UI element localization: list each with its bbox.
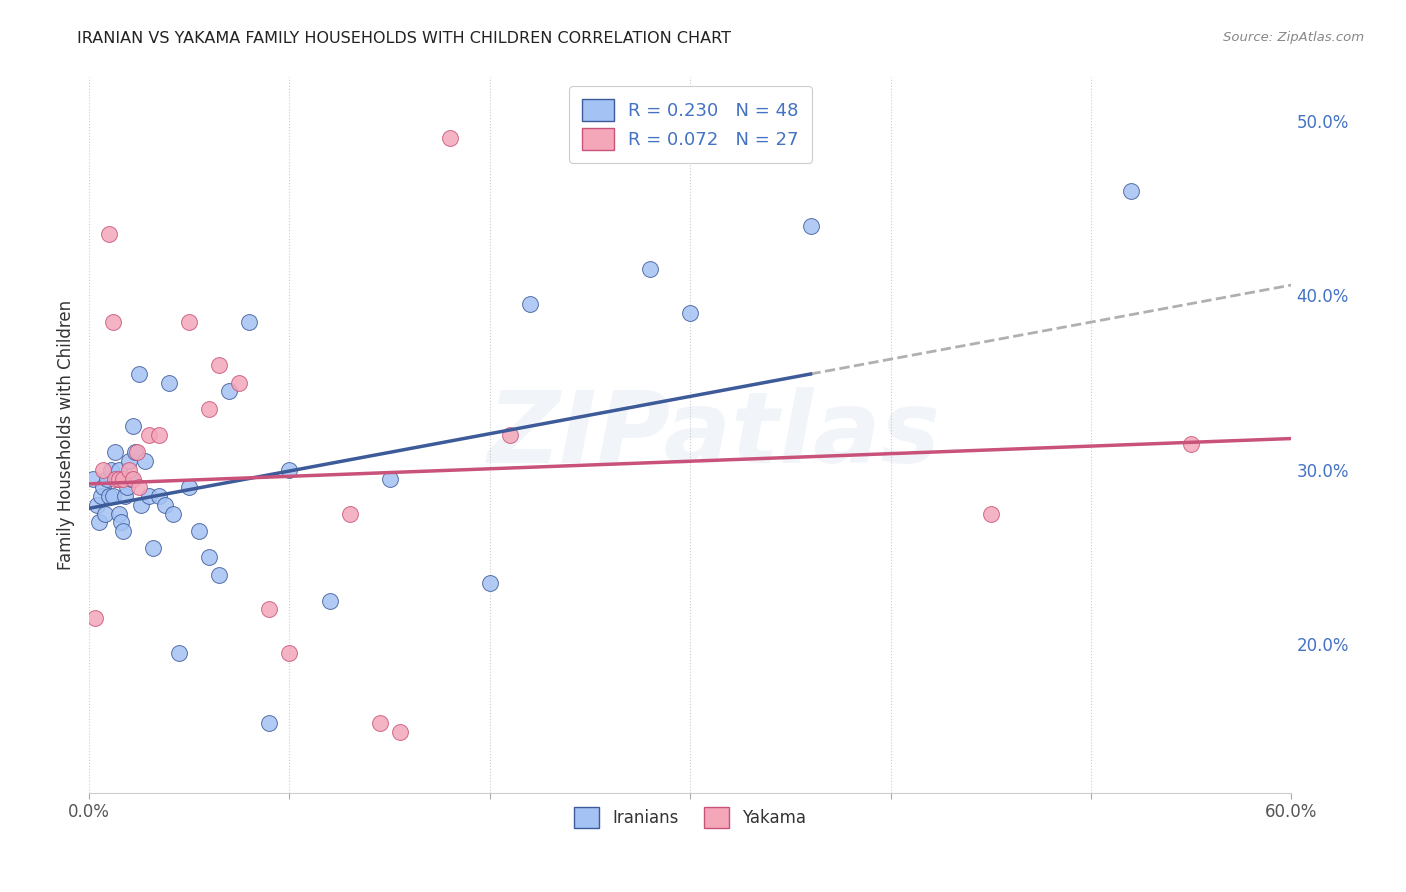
Point [105,472,128,486]
Point [128,367,150,381]
Point [108,507,131,521]
Point [91,463,114,477]
Point [179,480,201,494]
Text: ZIPatlas: ZIPatlas [488,386,941,483]
Point [378,472,401,486]
Point [218,384,240,399]
Point [128,480,150,494]
Point [104,472,127,486]
Point [110,516,132,530]
Point [388,724,411,739]
Point [188,524,211,538]
Point [82,472,104,486]
Point [1180,436,1202,450]
Legend: Iranians, Yakama: Iranians, Yakama [568,801,813,834]
Point [122,472,145,486]
Point [157,376,180,390]
Point [127,445,149,459]
Point [138,428,160,442]
Point [115,480,138,494]
Point [799,219,821,233]
Point [478,576,501,591]
Point [122,419,145,434]
Point [519,297,541,311]
Point [198,401,221,416]
Point [98,489,121,503]
Point [124,445,146,459]
Point [98,227,121,242]
Text: IRANIAN VS YAKAMA FAMILY HOUSEHOLDS WITH CHILDREN CORRELATION CHART: IRANIAN VS YAKAMA FAMILY HOUSEHOLDS WITH… [77,31,731,46]
Point [499,428,522,442]
Point [138,489,160,503]
Point [679,306,702,320]
Point [87,516,110,530]
Point [101,489,124,503]
Point [108,472,131,486]
Point [112,472,135,486]
Point [155,498,177,512]
Point [162,507,184,521]
Point [980,507,1002,521]
Point [118,463,141,477]
Point [91,480,114,494]
Point [112,524,135,538]
Point [638,262,661,277]
Point [148,428,170,442]
Point [114,489,136,503]
Point [339,507,361,521]
Point [108,463,131,477]
Point [148,489,170,503]
Point [198,550,221,565]
Point [278,646,301,660]
Point [228,376,250,390]
Point [318,594,340,608]
Point [278,463,301,477]
Point [238,315,260,329]
Point [86,498,108,512]
Point [1121,184,1143,198]
Point [439,131,461,145]
Point [167,646,190,660]
Point [134,454,156,468]
Point [84,611,107,625]
Point [101,315,124,329]
Point [104,445,127,459]
Point [142,541,165,556]
Point [96,472,118,486]
Point [94,507,117,521]
Point [129,498,152,512]
Point [208,358,231,372]
Point [259,602,281,616]
Point [120,472,142,486]
Point [208,567,231,582]
Point [118,454,141,468]
Point [259,715,281,730]
Point [90,489,112,503]
Point [179,315,201,329]
Text: Source: ZipAtlas.com: Source: ZipAtlas.com [1223,31,1364,45]
Y-axis label: Family Households with Children: Family Households with Children [58,300,75,570]
Point [368,715,391,730]
Point [100,463,122,477]
